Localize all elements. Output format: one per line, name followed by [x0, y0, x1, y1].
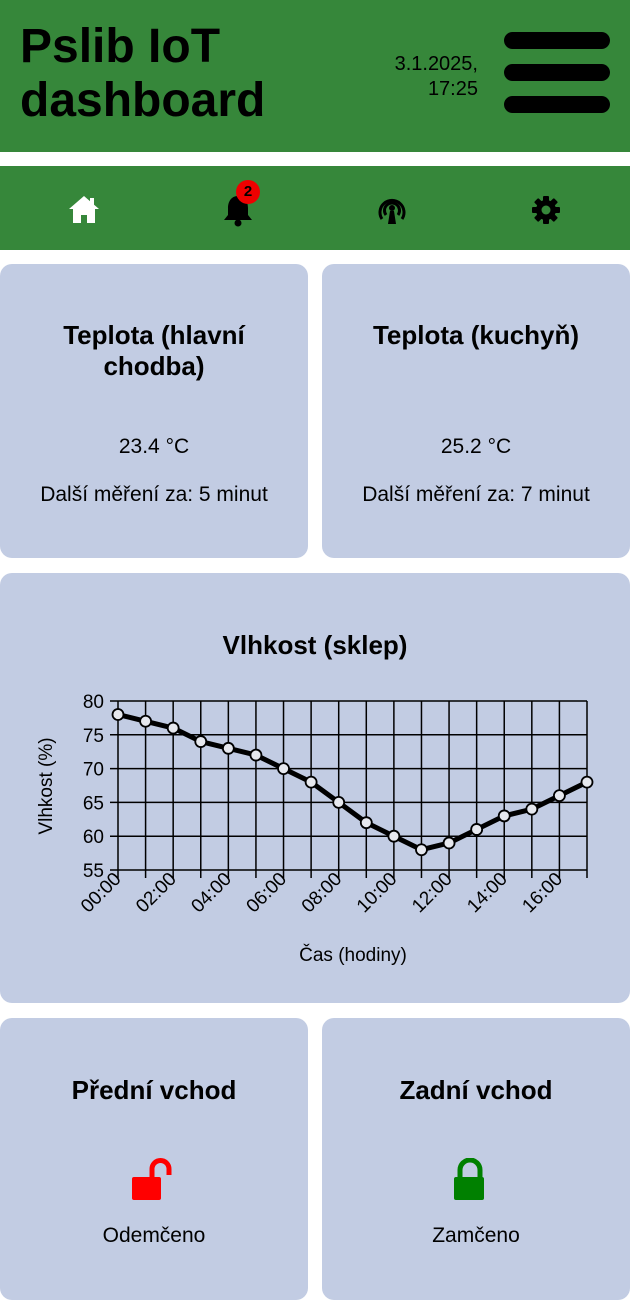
data-point: [553, 789, 566, 803]
lock-closed-icon[interactable]: [452, 1158, 488, 1202]
data-point: [277, 762, 290, 776]
y-tick-label: 75: [83, 726, 104, 747]
app-title-line2: dashboard: [20, 74, 266, 127]
front-door-card: Přední vchod Odemčeno: [0, 1018, 308, 1300]
temp-hall-next: Další měření za: 5 minut: [40, 483, 268, 506]
data-point: [442, 836, 456, 850]
data-point: [387, 829, 401, 843]
chart-x-ticks: 00:00 02:00 04:00 06:00 08:00 10:00 12:00 14:00…: [77, 869, 588, 917]
temp-kitchen-card: Teplota (kuchyň) 25.2 °C Další měření za…: [322, 264, 630, 558]
notification-badge: 2: [236, 180, 260, 204]
back-door-title: Zadní vchod: [399, 1075, 553, 1105]
data-point: [194, 735, 208, 748]
temp-hall-card: Teplota (hlavní chodba) 23.4 °C Další mě…: [0, 264, 308, 558]
home-icon: [69, 196, 99, 223]
chart-y-label: Vlhkost (%): [36, 737, 57, 834]
nav-bar: 2: [0, 166, 630, 250]
temp-hall-value: 23.4 °C: [118, 435, 190, 458]
lock-open-icon[interactable]: [130, 1158, 176, 1202]
data-point: [525, 802, 539, 816]
y-tick-label: 60: [83, 827, 104, 848]
humidity-title: Vlhkost (sklep): [222, 630, 408, 660]
humidity-chart: 55 60 65 70 75 80 00:00 02:00 04:00 06:00 08:00 10…: [36, 692, 594, 966]
data-point: [470, 823, 484, 836]
front-door-title: Přední vchod: [71, 1075, 237, 1105]
chart-y-ticks: 55 60 65 70 75 80: [83, 692, 104, 882]
chart-grid: [110, 700, 588, 871]
data-point: [166, 721, 180, 735]
data-point: [139, 714, 152, 728]
app-title: Pslib IoT dashboard: [20, 20, 265, 128]
data-point: [249, 748, 263, 762]
temp-hall-title-line1: Teplota (hlavní: [63, 320, 245, 350]
data-point: [415, 843, 428, 857]
data-point: [497, 809, 511, 823]
nav-notifications-button[interactable]: 2: [218, 180, 260, 230]
back-door-card: Zadní vchod Zamčeno: [322, 1018, 630, 1300]
app-header: Pslib IoT dashboard 3.1.2025, 17:25: [0, 0, 630, 152]
date-text: 3.1.2025,: [394, 53, 478, 75]
y-tick-label: 70: [83, 760, 104, 781]
gear-icon: [532, 196, 560, 224]
nav-settings-button[interactable]: [526, 190, 566, 230]
time-text: 17:25: [427, 78, 478, 100]
humidity-points: [111, 708, 594, 857]
back-door-status: Zamčeno: [432, 1224, 520, 1247]
temp-hall-title: Teplota (hlavní chodba): [0, 320, 308, 382]
broadcast-icon: [378, 198, 406, 224]
chart-x-label: Čas (hodiny): [299, 944, 407, 966]
temp-kitchen-title: Teplota (kuchyň): [372, 320, 580, 350]
y-tick-label: 80: [83, 692, 104, 713]
data-point: [580, 775, 594, 789]
front-door-status: Odemčeno: [102, 1224, 206, 1247]
hamburger-menu-icon[interactable]: [504, 30, 612, 114]
y-tick-label: 55: [83, 861, 104, 882]
temp-hall-title-line2: chodba): [103, 351, 205, 381]
nav-sensors-button[interactable]: [372, 190, 412, 230]
app-title-line1: Pslib IoT: [20, 20, 221, 73]
temp-kitchen-next: Další měření za: 7 minut: [362, 483, 590, 506]
data-point: [304, 775, 318, 789]
data-point: [221, 741, 235, 755]
datetime: 3.1.2025, 17:25: [360, 52, 478, 102]
nav-home-button[interactable]: [64, 190, 104, 230]
temp-kitchen-value: 25.2 °C: [440, 435, 512, 458]
data-point: [359, 816, 373, 830]
humidity-card: Vlhkost (sklep) 55 60 65 70 75 80 00:00 02:00 0…: [0, 573, 630, 1003]
data-point: [111, 708, 125, 721]
data-point: [332, 795, 346, 809]
y-tick-label: 65: [83, 793, 104, 814]
